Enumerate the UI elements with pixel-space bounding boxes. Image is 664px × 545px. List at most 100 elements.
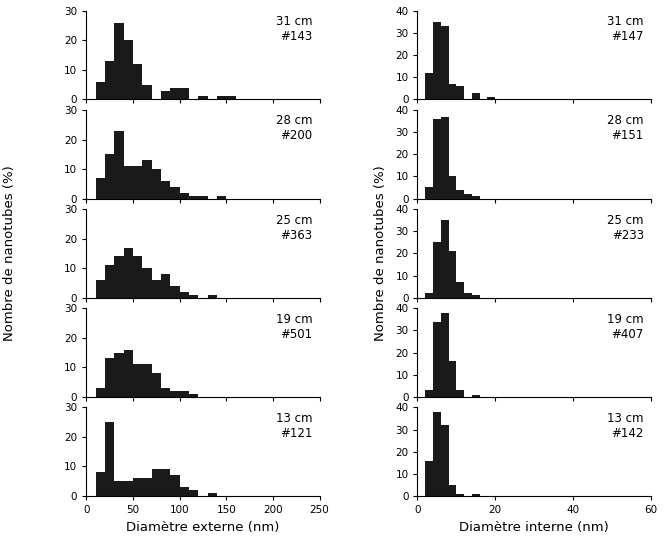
Bar bbox=[105, 154, 114, 198]
Bar bbox=[425, 187, 433, 198]
Bar bbox=[161, 469, 170, 496]
Bar bbox=[433, 22, 441, 99]
Bar bbox=[179, 88, 189, 99]
Bar bbox=[170, 475, 179, 496]
Bar bbox=[124, 40, 133, 99]
Text: 25 cm
#233: 25 cm #233 bbox=[607, 214, 643, 241]
Bar bbox=[96, 178, 105, 198]
Text: 31 cm
#143: 31 cm #143 bbox=[276, 15, 313, 43]
Bar bbox=[105, 61, 114, 99]
Bar bbox=[124, 247, 133, 298]
Bar bbox=[472, 196, 479, 198]
Bar bbox=[433, 412, 441, 496]
Bar bbox=[96, 82, 105, 99]
Bar bbox=[114, 353, 124, 397]
Bar bbox=[217, 96, 226, 99]
Bar bbox=[472, 295, 479, 298]
Bar bbox=[96, 388, 105, 397]
Bar bbox=[124, 481, 133, 496]
Bar bbox=[456, 190, 464, 198]
Bar bbox=[425, 293, 433, 298]
Bar bbox=[441, 425, 449, 496]
Bar bbox=[114, 23, 124, 99]
Bar bbox=[472, 93, 479, 99]
Bar bbox=[105, 422, 114, 496]
Bar bbox=[170, 187, 179, 198]
Bar bbox=[133, 256, 142, 298]
Bar bbox=[133, 365, 142, 397]
Bar bbox=[105, 359, 114, 397]
Bar bbox=[114, 131, 124, 198]
Bar bbox=[425, 461, 433, 496]
Bar bbox=[456, 390, 464, 397]
Bar bbox=[487, 97, 495, 99]
Bar bbox=[96, 473, 105, 496]
Bar bbox=[456, 86, 464, 99]
Bar bbox=[114, 481, 124, 496]
Bar bbox=[133, 166, 142, 198]
Bar bbox=[433, 119, 441, 198]
Text: 31 cm
#147: 31 cm #147 bbox=[607, 15, 643, 43]
Bar bbox=[441, 117, 449, 198]
Bar bbox=[161, 388, 170, 397]
Bar bbox=[179, 192, 189, 198]
Bar bbox=[142, 365, 151, 397]
Bar bbox=[433, 322, 441, 397]
Bar bbox=[449, 84, 456, 99]
Bar bbox=[456, 494, 464, 496]
Bar bbox=[133, 479, 142, 496]
Bar bbox=[151, 280, 161, 298]
Bar bbox=[441, 220, 449, 298]
Bar bbox=[464, 293, 472, 298]
Text: 13 cm
#121: 13 cm #121 bbox=[276, 412, 313, 440]
Bar bbox=[151, 373, 161, 397]
Bar bbox=[425, 73, 433, 99]
Bar bbox=[133, 64, 142, 99]
Bar bbox=[226, 96, 236, 99]
Bar bbox=[189, 394, 199, 397]
Bar bbox=[441, 313, 449, 397]
Text: Nombre de nanotubes (%): Nombre de nanotubes (%) bbox=[3, 166, 17, 341]
Bar bbox=[449, 251, 456, 298]
Bar bbox=[456, 282, 464, 298]
Text: 13 cm
#142: 13 cm #142 bbox=[607, 412, 643, 440]
Bar bbox=[142, 268, 151, 298]
Bar bbox=[96, 280, 105, 298]
Bar bbox=[208, 493, 217, 496]
Bar bbox=[142, 160, 151, 198]
Bar bbox=[142, 84, 151, 99]
Bar bbox=[179, 487, 189, 496]
Text: 19 cm
#501: 19 cm #501 bbox=[276, 313, 313, 341]
Bar bbox=[161, 274, 170, 298]
Bar bbox=[449, 485, 456, 496]
Text: 28 cm
#151: 28 cm #151 bbox=[607, 114, 643, 142]
Text: Nombre de nanotubes (%): Nombre de nanotubes (%) bbox=[374, 166, 388, 341]
Bar bbox=[199, 196, 208, 198]
Bar bbox=[472, 395, 479, 397]
Bar bbox=[189, 196, 199, 198]
Bar bbox=[170, 88, 179, 99]
Bar bbox=[189, 295, 199, 298]
Bar bbox=[449, 177, 456, 198]
Bar bbox=[425, 390, 433, 397]
Text: 25 cm
#363: 25 cm #363 bbox=[276, 214, 313, 241]
Text: 28 cm
#200: 28 cm #200 bbox=[276, 114, 313, 142]
Bar bbox=[449, 361, 456, 397]
X-axis label: Diamètre interne (nm): Diamètre interne (nm) bbox=[459, 520, 609, 534]
Text: 19 cm
#407: 19 cm #407 bbox=[607, 313, 643, 341]
Bar bbox=[114, 256, 124, 298]
Bar bbox=[151, 469, 161, 496]
Bar bbox=[441, 26, 449, 99]
Bar bbox=[179, 391, 189, 397]
Bar bbox=[161, 90, 170, 99]
Bar bbox=[170, 391, 179, 397]
Bar bbox=[189, 490, 199, 496]
Bar bbox=[199, 96, 208, 99]
Bar bbox=[433, 243, 441, 298]
Bar bbox=[124, 166, 133, 198]
Bar bbox=[464, 194, 472, 198]
Bar bbox=[161, 181, 170, 198]
Bar bbox=[105, 265, 114, 298]
Bar bbox=[179, 292, 189, 298]
Bar bbox=[472, 494, 479, 496]
